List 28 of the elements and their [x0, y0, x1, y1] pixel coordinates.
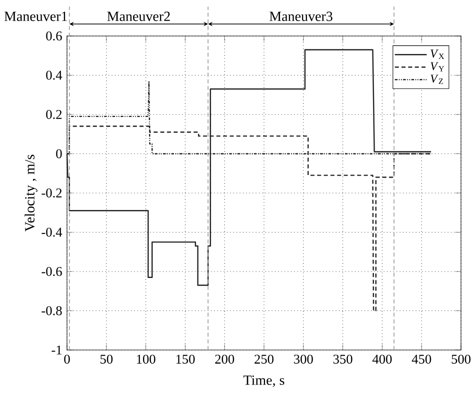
legend-label: V$_{Z}$ — [430, 74, 443, 84]
y-axis-title: Velocity , m/s — [24, 154, 38, 232]
y-tick-label: 0.2 — [46, 110, 62, 120]
x-tick-label: 250 — [254, 354, 274, 364]
y-tick-label: 0.4 — [46, 70, 62, 80]
y-tick-label: -1 — [52, 346, 62, 354]
x-tick-label: 350 — [333, 354, 352, 364]
x-tick-label: 150 — [176, 354, 195, 364]
y-tick-label: -0.2 — [42, 188, 62, 198]
y-tick-label: 0 — [56, 149, 62, 158]
legend-label: V$_{Y}$ — [430, 62, 444, 72]
x-tick-label: 400 — [372, 354, 392, 364]
x-tick-label: 50 — [100, 354, 113, 364]
x-tick-label: 200 — [215, 354, 234, 364]
x-tick-label: 500 — [452, 354, 470, 364]
text: Maneuver3 — [270, 12, 332, 22]
text: Maneuver2 — [107, 12, 170, 22]
x-tick-label: 0 — [64, 354, 70, 364]
y-tick-label: -0.8 — [42, 306, 62, 316]
x-tick-label: 300 — [294, 354, 313, 364]
x-tick-label: 100 — [136, 354, 156, 364]
y-tick-label: -0.4 — [42, 228, 62, 237]
x-axis-title: Time, s — [244, 376, 284, 387]
y-tick-label: -0.6 — [42, 266, 62, 276]
y-tick-label: 0.6 — [46, 31, 62, 41]
text: Maneuver1 — [4, 12, 67, 22]
x-tick-label: 450 — [412, 354, 432, 364]
legend-label: V$_{X}$ — [430, 50, 444, 59]
